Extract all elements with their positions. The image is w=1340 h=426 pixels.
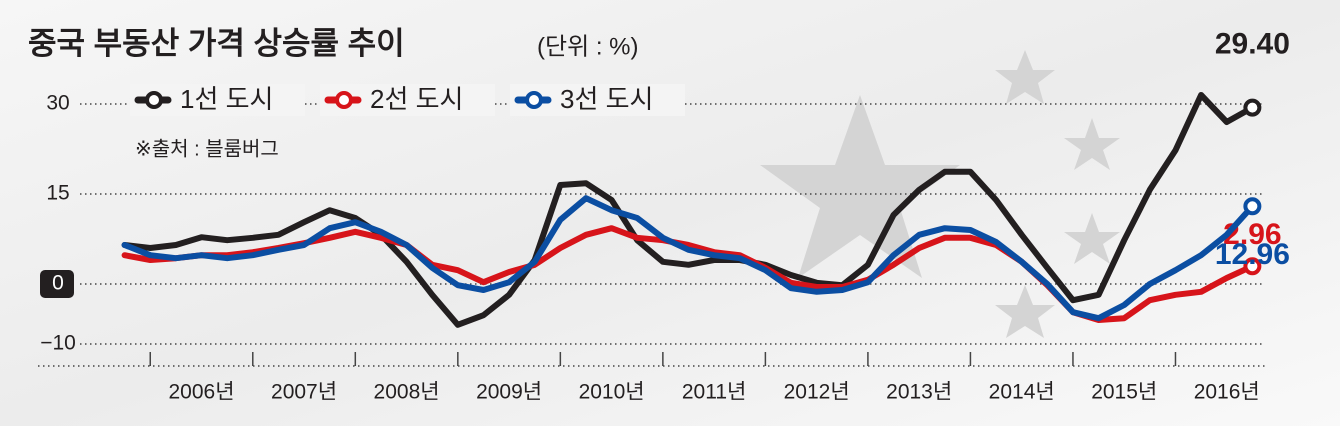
y-tick-label: −10 bbox=[40, 332, 76, 355]
end-marker bbox=[1243, 98, 1262, 117]
legend-label: 1선 도시 bbox=[180, 84, 273, 114]
y-tick-label: 0 bbox=[52, 272, 64, 295]
x-tick-label: 2014년 bbox=[989, 381, 1055, 404]
chart-subtitle: (단위 : %) bbox=[537, 33, 639, 60]
legend-marker bbox=[525, 91, 543, 109]
legend-label: 3선 도시 bbox=[560, 84, 653, 114]
end-value-label: 12.96 bbox=[1215, 238, 1290, 271]
x-tick-label: 2011년 bbox=[682, 381, 746, 404]
legend-marker bbox=[335, 91, 353, 109]
x-tick-label: 2006년 bbox=[168, 381, 234, 404]
zero-label-box bbox=[40, 270, 74, 298]
series-line bbox=[121, 92, 1256, 328]
legend-marker bbox=[145, 91, 163, 109]
decoration-stars bbox=[760, 50, 1120, 338]
x-tick-label: 2007년 bbox=[271, 381, 337, 404]
series-line bbox=[121, 195, 1256, 322]
end-marker bbox=[1243, 197, 1262, 216]
x-tick-label: 2013년 bbox=[886, 381, 952, 404]
x-tick-label: 2015년 bbox=[1091, 381, 1157, 404]
x-tick-label: 2010년 bbox=[579, 381, 645, 404]
legend-label: 2선 도시 bbox=[370, 84, 463, 114]
chart-title: 중국 부동산 가격 상승률 추이 bbox=[28, 26, 405, 61]
x-tick-label: 2008년 bbox=[374, 381, 440, 404]
x-tick-label: 2016년 bbox=[1194, 381, 1260, 404]
x-tick-label: 2009년 bbox=[476, 381, 542, 404]
source-note: ※출처 : 블룸버그 bbox=[135, 137, 279, 160]
x-tick-label: 2012년 bbox=[784, 381, 850, 404]
end-marker bbox=[1243, 257, 1262, 276]
y-tick-label: 30 bbox=[46, 92, 69, 115]
y-tick-label: 15 bbox=[46, 182, 69, 205]
end-value-label: 29.40 bbox=[1215, 28, 1290, 61]
